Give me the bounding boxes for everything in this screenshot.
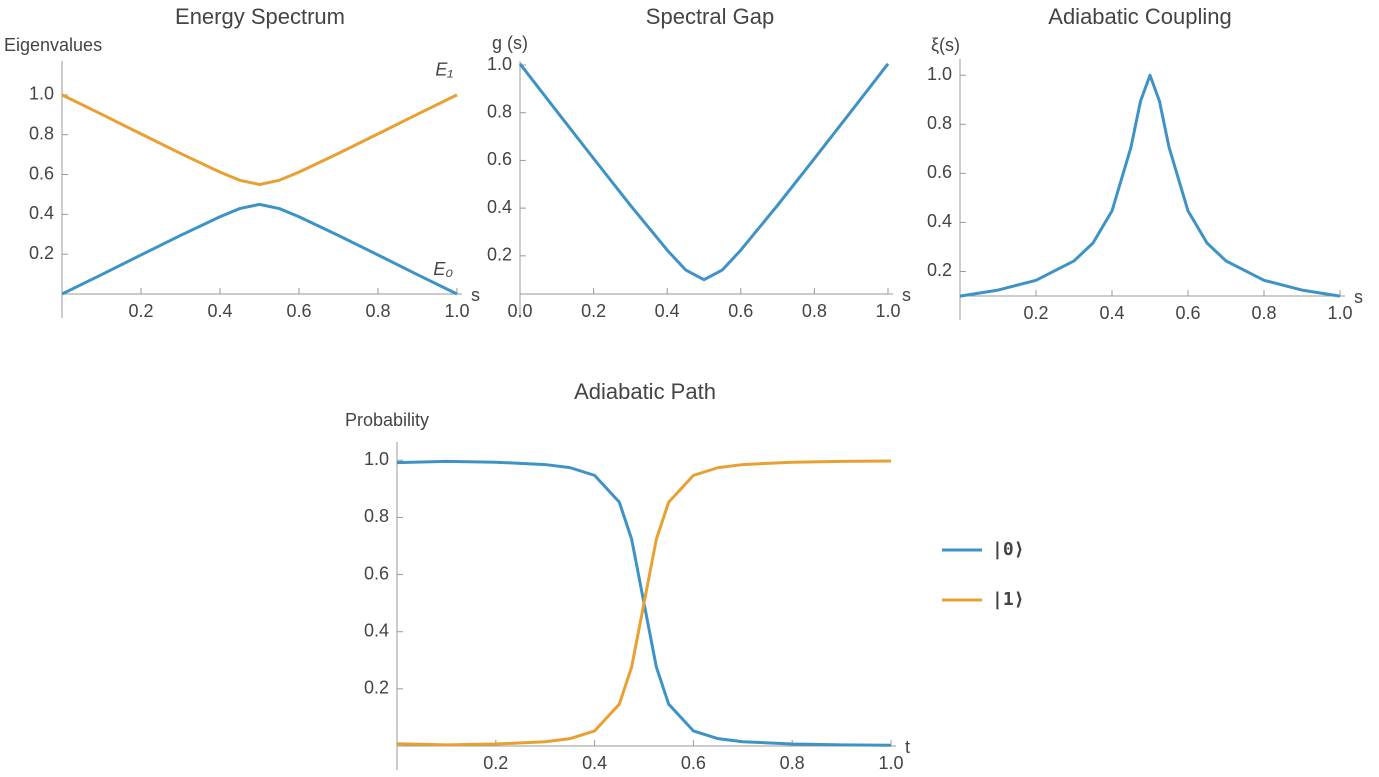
x-tick-label: 0.8 <box>780 753 805 773</box>
y-tick-label: 0.4 <box>927 211 952 231</box>
x-tick-label: 1.0 <box>878 753 903 773</box>
y-tick-label: 1.0 <box>487 54 512 74</box>
series-line <box>396 459 892 747</box>
y-tick-label: 0.6 <box>29 163 54 183</box>
y-axis-label: ξ(s) <box>931 35 960 55</box>
series-label: E₁ <box>435 60 453 80</box>
y-tick-label: 0.8 <box>364 506 389 526</box>
x-tick-label: 0.2 <box>1023 303 1048 323</box>
chart-title: Adiabatic Path <box>574 379 716 404</box>
y-tick-label: 0.6 <box>487 149 512 169</box>
series-label: E₀ <box>433 259 453 279</box>
y-tick-label: 0.8 <box>29 123 54 143</box>
legend-label: |1⟩ <box>992 589 1025 610</box>
y-tick-label: 0.8 <box>927 113 952 133</box>
x-axis-label: s <box>902 285 911 305</box>
x-tick-label: 0.8 <box>802 301 827 321</box>
x-tick-label: 0.6 <box>681 753 706 773</box>
x-tick-label: 0.6 <box>286 301 311 321</box>
x-tick-label: 1.0 <box>444 301 469 321</box>
x-tick-label: 0.8 <box>1251 303 1276 323</box>
y-tick-label: 1.0 <box>29 84 54 104</box>
x-axis-label: t <box>905 737 910 757</box>
y-tick-label: 0.2 <box>364 678 389 698</box>
chart-title: Energy Spectrum <box>175 4 345 29</box>
y-tick-label: 0.2 <box>487 245 512 265</box>
y-tick-label: 0.2 <box>29 243 54 263</box>
y-tick-label: 0.6 <box>364 563 389 583</box>
y-tick-label: 0.2 <box>927 260 952 280</box>
y-tick-label: 0.4 <box>487 197 512 217</box>
y-axis-label: Eigenvalues <box>4 35 102 55</box>
x-tick-label: 0.2 <box>128 301 153 321</box>
x-tick-label: 0.2 <box>483 753 508 773</box>
y-tick-label: 0.4 <box>29 203 54 223</box>
series-line <box>959 73 1341 298</box>
x-tick-label: 0.6 <box>728 301 753 321</box>
y-tick-label: 0.6 <box>927 162 952 182</box>
x-tick-label: 0.4 <box>1099 303 1124 323</box>
chart-title: Spectral Gap <box>646 4 774 29</box>
y-axis-label: g (s) <box>492 33 528 53</box>
x-axis-label: s <box>1354 287 1363 307</box>
series-line <box>61 202 458 296</box>
legend-label: |0⟩ <box>992 539 1025 560</box>
x-tick-label: 0.4 <box>655 301 680 321</box>
x-tick-label: 0.8 <box>365 301 390 321</box>
y-axis-label: Probability <box>345 410 429 430</box>
x-tick-label: 0.4 <box>207 301 232 321</box>
y-tick-label: 1.0 <box>927 64 952 84</box>
x-tick-label: 0.6 <box>1175 303 1200 323</box>
y-tick-label: 0.8 <box>487 101 512 121</box>
y-tick-label: 0.4 <box>364 620 389 640</box>
series-line <box>518 62 890 282</box>
x-axis-label: s <box>471 285 480 305</box>
y-tick-label: 1.0 <box>364 449 389 469</box>
x-tick-label: 1.0 <box>1327 303 1352 323</box>
series-line <box>61 93 458 186</box>
chart-title: Adiabatic Coupling <box>1048 4 1231 29</box>
x-tick-label: 0.4 <box>582 753 607 773</box>
x-tick-label: 0.2 <box>581 301 606 321</box>
x-tick-label: 1.0 <box>875 301 900 321</box>
x-tick-label: 0.0 <box>507 301 532 321</box>
